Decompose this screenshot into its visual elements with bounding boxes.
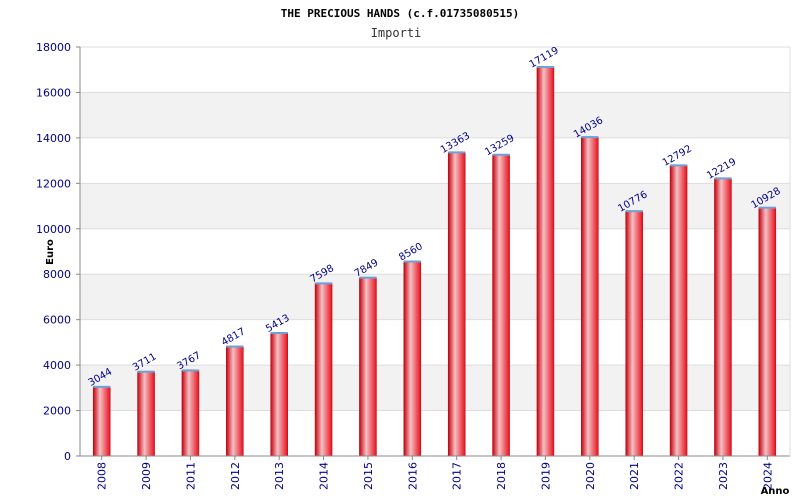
x-tick-label-2024: 2024: [761, 462, 774, 490]
x-tick-label-2021: 2021: [628, 462, 641, 490]
x-tick-label-2023: 2023: [717, 462, 730, 490]
bar-top-2023: [714, 177, 732, 180]
x-tick-label-2019: 2019: [539, 462, 552, 490]
bars: [92, 66, 777, 457]
x-tick-label-2014: 2014: [318, 462, 331, 490]
x-tick-label-2008: 2008: [96, 462, 109, 490]
bar-top-2020: [581, 136, 599, 139]
y-tick-label: 16000: [36, 86, 71, 99]
bar-2015: [359, 277, 377, 457]
bar-top-2017: [448, 151, 466, 154]
bar-2008: [92, 386, 111, 457]
bar-2011: [181, 370, 200, 457]
y-tick-label: 12000: [36, 177, 71, 190]
x-tick-label-2013: 2013: [273, 462, 286, 490]
bar-top-2009: [137, 370, 155, 373]
bar-top-2019: [536, 66, 554, 69]
bar-top-2016: [403, 260, 421, 263]
x-tick-label-2017: 2017: [451, 462, 464, 490]
y-axis-ticks: 0 2000 4000 6000 8000 10000 12000 14000 16000 180…: [36, 41, 80, 463]
bar-2017: [447, 152, 466, 457]
y-tick-label: 14000: [36, 132, 71, 145]
data-label-2016: 8560: [397, 241, 425, 263]
y-tick-label: 4000: [43, 359, 71, 372]
y-tick-label: 6000: [43, 314, 71, 327]
y-axis-label: Euro: [45, 239, 56, 265]
bar-2014: [314, 283, 333, 457]
bar-2020: [581, 136, 599, 457]
bar-top-2021: [625, 210, 643, 213]
x-tick-label-2015: 2015: [362, 462, 375, 490]
x-axis-label: Anno: [761, 486, 790, 497]
axes: [79, 47, 791, 457]
bar-top-2022: [670, 164, 688, 167]
bar-top-2024: [758, 206, 776, 209]
bar-top-2012: [226, 345, 244, 348]
bar-2024: [758, 207, 777, 457]
y-tick-label: 8000: [43, 268, 71, 281]
bar-2021: [625, 210, 643, 457]
x-axis-ticks: 2008 2009 2011 2012 2013 2014 2015 2016 2017 2018…: [96, 456, 774, 490]
y-tick-label: 0: [64, 450, 71, 463]
y-tick-label: 18000: [36, 41, 71, 54]
y-tick-label: 10000: [36, 223, 71, 236]
bar-top-2014: [315, 282, 333, 285]
data-label-2012: 4817: [220, 326, 248, 348]
bar-2016: [403, 261, 422, 457]
bar-2013: [270, 332, 288, 457]
bar-top-2011: [181, 369, 199, 372]
bar-2023: [714, 178, 732, 457]
chart-subtitle: Importi: [371, 26, 422, 40]
x-tick-label-2009: 2009: [140, 462, 153, 490]
x-tick-label-2022: 2022: [673, 462, 686, 490]
x-tick-label-2018: 2018: [495, 462, 508, 490]
x-tick-label-2011: 2011: [184, 462, 197, 490]
bar-top-2013: [270, 332, 288, 335]
chart-title: THE PRECIOUS HANDS (c.f.01735080515): [281, 7, 519, 20]
bar-top-2015: [359, 276, 377, 279]
bar-2022: [669, 165, 688, 457]
y-tick-label: 2000: [43, 405, 71, 418]
bar-2018: [492, 154, 510, 457]
bar-2012: [226, 346, 244, 457]
bar-top-2018: [492, 153, 510, 156]
x-tick-label-2012: 2012: [229, 462, 242, 490]
bar-top-2008: [93, 385, 111, 388]
x-tick-label-2020: 2020: [584, 462, 597, 490]
band: [80, 92, 790, 138]
bar-2009: [137, 371, 155, 457]
bar-2019: [536, 66, 555, 457]
x-tick-label-2016: 2016: [406, 462, 419, 490]
